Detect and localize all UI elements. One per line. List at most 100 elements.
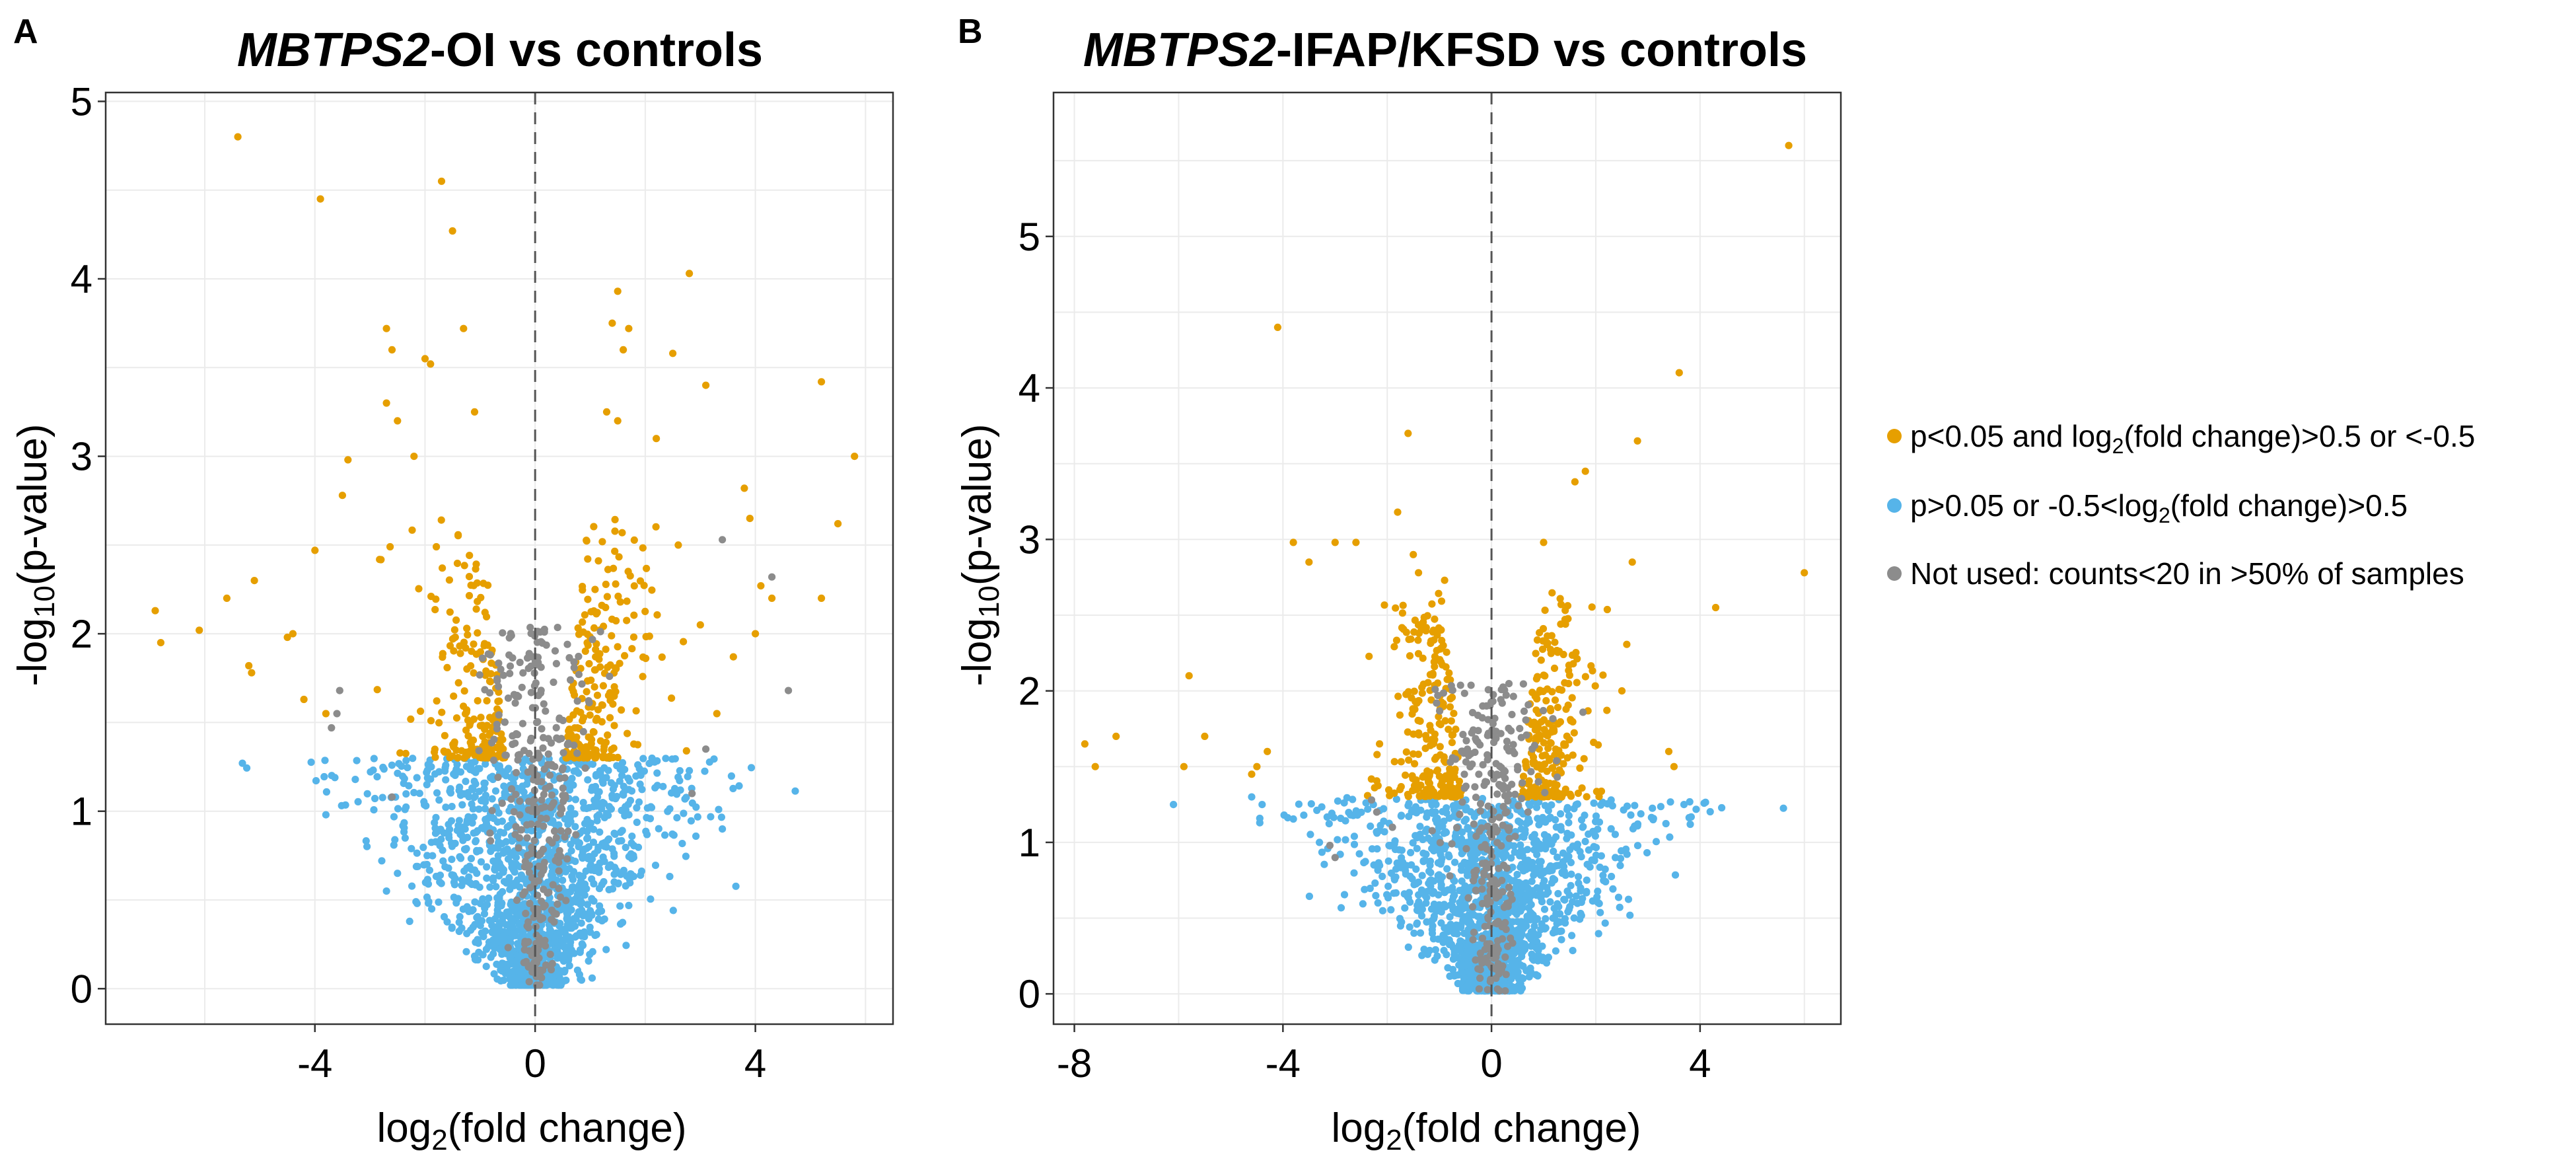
point-ns (643, 831, 651, 838)
point-unused (548, 791, 556, 799)
point-sig (614, 417, 622, 425)
point-ns (1528, 877, 1536, 885)
point-sig (438, 708, 446, 716)
point-sig (1447, 791, 1454, 799)
point-sig (567, 750, 575, 758)
point-unused (512, 790, 520, 798)
point-sig (1404, 688, 1412, 696)
point-unused (528, 874, 536, 882)
point-sig (1546, 646, 1554, 653)
point-ns (413, 774, 421, 782)
point-sig (1394, 508, 1402, 516)
point-unused (1462, 844, 1470, 853)
point-ns (390, 841, 398, 849)
point-ns (686, 766, 694, 774)
point-ns (243, 764, 251, 772)
point-ns (1355, 850, 1363, 858)
point-ns (594, 846, 602, 854)
point-unused (515, 692, 522, 700)
point-sig (642, 654, 650, 663)
point-unused (525, 798, 533, 805)
point-unused (328, 724, 336, 732)
point-unused (525, 978, 533, 986)
point-unused (1501, 774, 1509, 782)
point-unused (525, 868, 534, 876)
point-ns (1451, 858, 1459, 866)
point-ns (509, 779, 517, 787)
point-unused (484, 650, 492, 658)
point-unused (1367, 796, 1376, 804)
point-ns (583, 835, 591, 842)
point-ns (567, 840, 575, 848)
point-ns (429, 852, 437, 860)
point-unused (520, 888, 529, 896)
point-sig (1572, 649, 1580, 657)
point-sig (1185, 672, 1193, 680)
point-sig (151, 607, 159, 615)
point-sig (396, 749, 404, 757)
point-ns (321, 757, 329, 764)
point-sig (818, 378, 826, 386)
point-sig (415, 585, 423, 593)
point-ns (600, 838, 608, 847)
point-unused (575, 652, 583, 661)
point-ns (1592, 812, 1600, 820)
point-ns (501, 846, 509, 854)
point-ns (1449, 893, 1457, 901)
point-ns (419, 843, 427, 851)
point-ns (581, 819, 589, 827)
point-sig (480, 642, 488, 650)
point-ns (413, 862, 421, 870)
point-ns (584, 776, 592, 784)
point-ns (1350, 833, 1358, 840)
point-sig (466, 739, 474, 747)
point-ns (1373, 829, 1381, 837)
point-sig (583, 639, 591, 647)
point-unused (526, 737, 534, 745)
panel-a-y-axis-label: -log10(p-value) (10, 424, 61, 687)
point-ns (497, 902, 505, 910)
point-sig (574, 624, 582, 632)
point-sig (460, 562, 468, 570)
point-unused (1505, 899, 1513, 907)
point-sig (481, 738, 489, 746)
point-unused (537, 663, 545, 671)
point-ns (1387, 906, 1395, 914)
point-ns (1416, 823, 1424, 831)
point-ns (1447, 940, 1455, 948)
point-sig (658, 653, 666, 661)
point-ns (571, 823, 579, 831)
point-sig (1441, 576, 1449, 584)
point-sig (1352, 539, 1360, 546)
point-ns (1510, 901, 1518, 910)
point-sig (1414, 636, 1422, 644)
point-ns (621, 786, 629, 794)
panel-b-x-axis-label: log2(fold change) (1331, 1105, 1641, 1155)
point-ns (432, 813, 440, 821)
point-ns (363, 790, 371, 798)
point-sig (577, 743, 585, 751)
point-ns (481, 903, 489, 911)
point-sig (388, 346, 396, 354)
point-unused (1460, 689, 1468, 697)
point-ns (1565, 811, 1573, 819)
point-ns (1300, 811, 1308, 819)
point-sig (564, 733, 572, 741)
point-sig (1410, 750, 1417, 758)
point-sig (1533, 763, 1541, 771)
point-ns (1706, 807, 1714, 816)
point-ns (1345, 809, 1353, 817)
point-sig (608, 632, 616, 640)
point-sig (460, 687, 468, 695)
point-ns (605, 803, 614, 811)
point-sig (1404, 429, 1412, 437)
point-unused (1469, 936, 1477, 944)
point-ns (1532, 803, 1541, 811)
point-sig (581, 647, 589, 655)
point-ns (634, 761, 642, 769)
point-sig (1536, 629, 1544, 637)
panel-b-title-gene: MBTPS2 (1083, 24, 1276, 77)
point-ns (482, 816, 490, 824)
point-unused (1476, 950, 1484, 957)
point-sig (1448, 693, 1456, 701)
